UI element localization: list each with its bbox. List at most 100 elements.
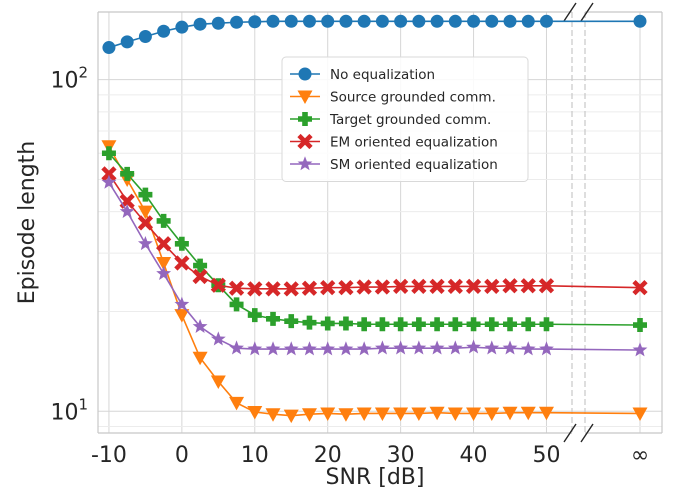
data-point — [302, 315, 317, 330]
legend-label: No equalization — [330, 67, 435, 83]
data-point — [193, 17, 207, 31]
legend-item: Target grounded comm. — [290, 112, 491, 128]
data-point — [101, 146, 116, 161]
series-1 — [101, 140, 648, 424]
data-point-inf — [632, 279, 648, 296]
data-point — [485, 14, 499, 28]
data-point — [320, 407, 336, 421]
data-point — [247, 406, 263, 420]
x-axis-title: SNR [dB] — [326, 465, 425, 490]
data-point — [521, 14, 535, 28]
data-point — [538, 406, 554, 421]
data-point — [447, 407, 463, 421]
x-tick-label: 50 — [532, 443, 560, 468]
data-point — [156, 257, 172, 271]
axes-frame — [97, 11, 663, 434]
series-4 — [101, 174, 648, 357]
data-point — [393, 340, 409, 355]
legend: No equalization Source grounded comm. Targ… — [281, 56, 529, 182]
series-line-to-inf — [546, 285, 641, 289]
data-point-inf — [632, 342, 648, 357]
y-tick-label: 101 — [50, 395, 88, 425]
data-point — [412, 14, 426, 28]
data-point — [356, 407, 372, 421]
data-point — [338, 279, 354, 296]
data-point — [192, 351, 208, 366]
data-point — [484, 340, 500, 355]
data-point — [301, 280, 318, 296]
data-point — [338, 341, 354, 356]
data-point — [101, 166, 117, 182]
data-point — [430, 317, 445, 332]
data-point — [156, 213, 171, 228]
data-point — [339, 14, 353, 28]
data-point — [520, 341, 536, 356]
data-point-inf — [632, 407, 648, 421]
data-point — [210, 331, 226, 346]
data-point — [520, 406, 536, 421]
data-point — [283, 281, 299, 297]
break-mark — [580, 2, 594, 22]
legend-marker — [298, 112, 313, 126]
data-point — [120, 166, 135, 181]
data-point — [374, 340, 390, 355]
data-point — [265, 408, 281, 422]
data-point — [137, 205, 153, 220]
data-point — [193, 258, 208, 273]
data-point — [320, 316, 335, 331]
data-point — [266, 311, 281, 326]
legend-box — [281, 56, 529, 182]
data-point — [448, 317, 463, 332]
data-point — [210, 277, 226, 293]
data-point — [229, 396, 245, 411]
legend-item: No equalization — [290, 67, 435, 83]
data-point — [284, 314, 299, 329]
data-point — [447, 340, 463, 355]
data-point — [175, 20, 189, 34]
data-point — [247, 308, 262, 323]
data-point — [393, 317, 408, 332]
series-2 — [101, 146, 647, 333]
x-tick-label-inf: ∞ — [631, 443, 649, 468]
plot-area — [101, 14, 648, 424]
data-point — [448, 14, 462, 28]
data-point — [302, 14, 316, 28]
data-point — [429, 406, 445, 421]
data-point — [357, 317, 372, 332]
data-point — [411, 407, 427, 421]
data-point — [283, 341, 299, 356]
data-point — [338, 408, 354, 422]
data-point — [338, 316, 353, 331]
legend-label: Target grounded comm. — [329, 112, 491, 128]
data-point — [357, 14, 371, 28]
y-axis-title: Episode length — [15, 141, 40, 305]
data-point — [484, 407, 500, 421]
data-point — [411, 340, 427, 355]
x-tick-label: -10 — [91, 443, 127, 468]
data-point — [484, 317, 499, 332]
data-point-inf — [633, 14, 647, 28]
legend-item: Source grounded comm. — [290, 90, 496, 106]
data-point — [502, 278, 518, 294]
data-point — [174, 236, 189, 251]
data-point — [539, 341, 554, 356]
break-mark — [563, 423, 577, 443]
data-point — [430, 14, 444, 28]
break-mark — [563, 2, 577, 22]
data-point — [265, 341, 281, 356]
data-point — [538, 278, 555, 294]
x-tick-label: 10 — [241, 443, 269, 468]
data-point — [502, 340, 518, 355]
data-point — [156, 236, 172, 252]
data-point — [375, 317, 390, 332]
data-point — [228, 280, 245, 296]
data-point — [393, 278, 409, 295]
data-point — [229, 340, 244, 355]
data-point — [229, 297, 244, 312]
data-point — [266, 14, 280, 28]
data-point — [484, 278, 500, 295]
data-point — [192, 318, 208, 333]
data-point — [503, 14, 517, 28]
data-point — [137, 215, 154, 231]
